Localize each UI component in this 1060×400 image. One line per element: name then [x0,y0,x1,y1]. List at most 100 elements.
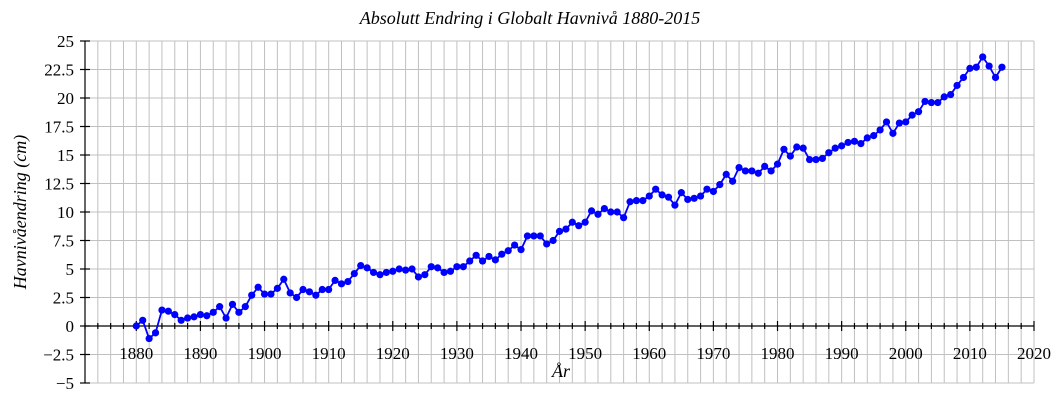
data-point [504,247,512,255]
x-tick-label: 1890 [183,344,217,363]
y-tick-label: 17.5 [44,118,74,137]
data-point [934,98,942,107]
x-tick-label: 2000 [889,344,923,363]
y-tick-label: 20 [57,89,74,108]
data-point [427,263,435,271]
chart-title: Absolutt Endring i Globalt Havnivå 1880-… [359,8,700,28]
x-tick-label: 1910 [312,344,346,363]
data-point [543,240,551,248]
data-point [517,246,525,254]
data-point [350,269,358,278]
data-point [536,232,544,240]
data-point [395,265,403,273]
data-point [549,236,557,245]
data-point [767,167,775,175]
data-point [363,264,371,272]
data-point [472,251,480,259]
data-point [485,252,493,261]
y-tick-label: 2.5 [53,289,74,308]
data-point [260,290,269,298]
data-point [286,289,294,297]
data-point [408,265,416,273]
y-tick-label: 10 [57,203,74,222]
y-tick-label: −5 [56,374,74,393]
data-point [953,81,961,90]
data-point [369,268,378,277]
data-point [947,90,955,99]
data-point [267,290,275,298]
data-point [895,119,903,127]
x-tick-label: 1930 [440,344,474,363]
x-tick-labels: 1880 1890 1900 1910 1920 1930 1940 1950 1960 1970… [119,344,1051,363]
y-tick-label: 15 [57,146,74,165]
data-point [382,268,390,277]
data-point [139,316,147,324]
data-point [844,138,852,147]
data-point [741,167,750,175]
data-point [440,268,448,277]
data-point [414,273,423,281]
x-tick-label: 2010 [953,344,987,363]
data-point [979,53,987,61]
data-point [466,257,474,265]
data-point [402,266,410,274]
data-point [248,291,256,299]
data-point [805,155,814,164]
x-tick-label: 1950 [568,344,602,363]
data-point [613,208,621,216]
data-point [183,314,192,322]
data-point [831,144,839,152]
data-point [273,284,281,292]
data-point [293,293,301,302]
data-point [254,283,262,291]
y-tick-label: 25 [57,32,74,51]
data-point [940,93,948,101]
y-tick-label: 7.5 [53,232,74,251]
data-point [972,63,980,71]
data-point [754,169,762,177]
data-point [325,285,333,294]
data-point [748,167,756,175]
data-point [453,263,461,271]
x-tick-label: 1990 [825,344,859,363]
data-point [280,275,288,283]
data-point [459,263,467,271]
data-point [376,271,384,279]
x-tick-label: 1980 [761,344,795,363]
data-point [985,62,993,70]
data-point [203,312,211,320]
data-point [171,311,179,319]
data-point [389,267,397,275]
data-point [190,313,198,321]
data-point [491,256,499,264]
data-point [658,191,666,199]
data-point [600,204,608,213]
data-point [241,303,249,311]
data-point [620,214,628,222]
data-point [222,314,230,322]
y-tick-label: 12.5 [44,175,74,194]
data-point [145,334,153,343]
data-point [735,163,743,172]
data-point [825,149,833,157]
data-point [664,193,673,201]
data-point [857,140,865,148]
data-point [581,218,589,226]
data-point [228,300,237,308]
data-point [780,145,788,153]
data-point [235,308,243,316]
data-point [959,73,968,82]
data-point [927,98,936,107]
x-tick-label: 1920 [376,344,410,363]
y-tick-label: 5 [66,260,75,279]
y-tick-labels: −5 −2.5 0 2.5 5 7.5 10 12.5 15 17.5 20 22.5 25 [43,32,74,393]
data-point [773,160,782,168]
x-tick-label: 1970 [696,344,730,363]
data-point [555,227,564,235]
data-point [991,73,1000,82]
data-point [921,97,929,106]
data-point [421,271,429,279]
data-point [523,232,532,240]
data-point [299,285,307,294]
